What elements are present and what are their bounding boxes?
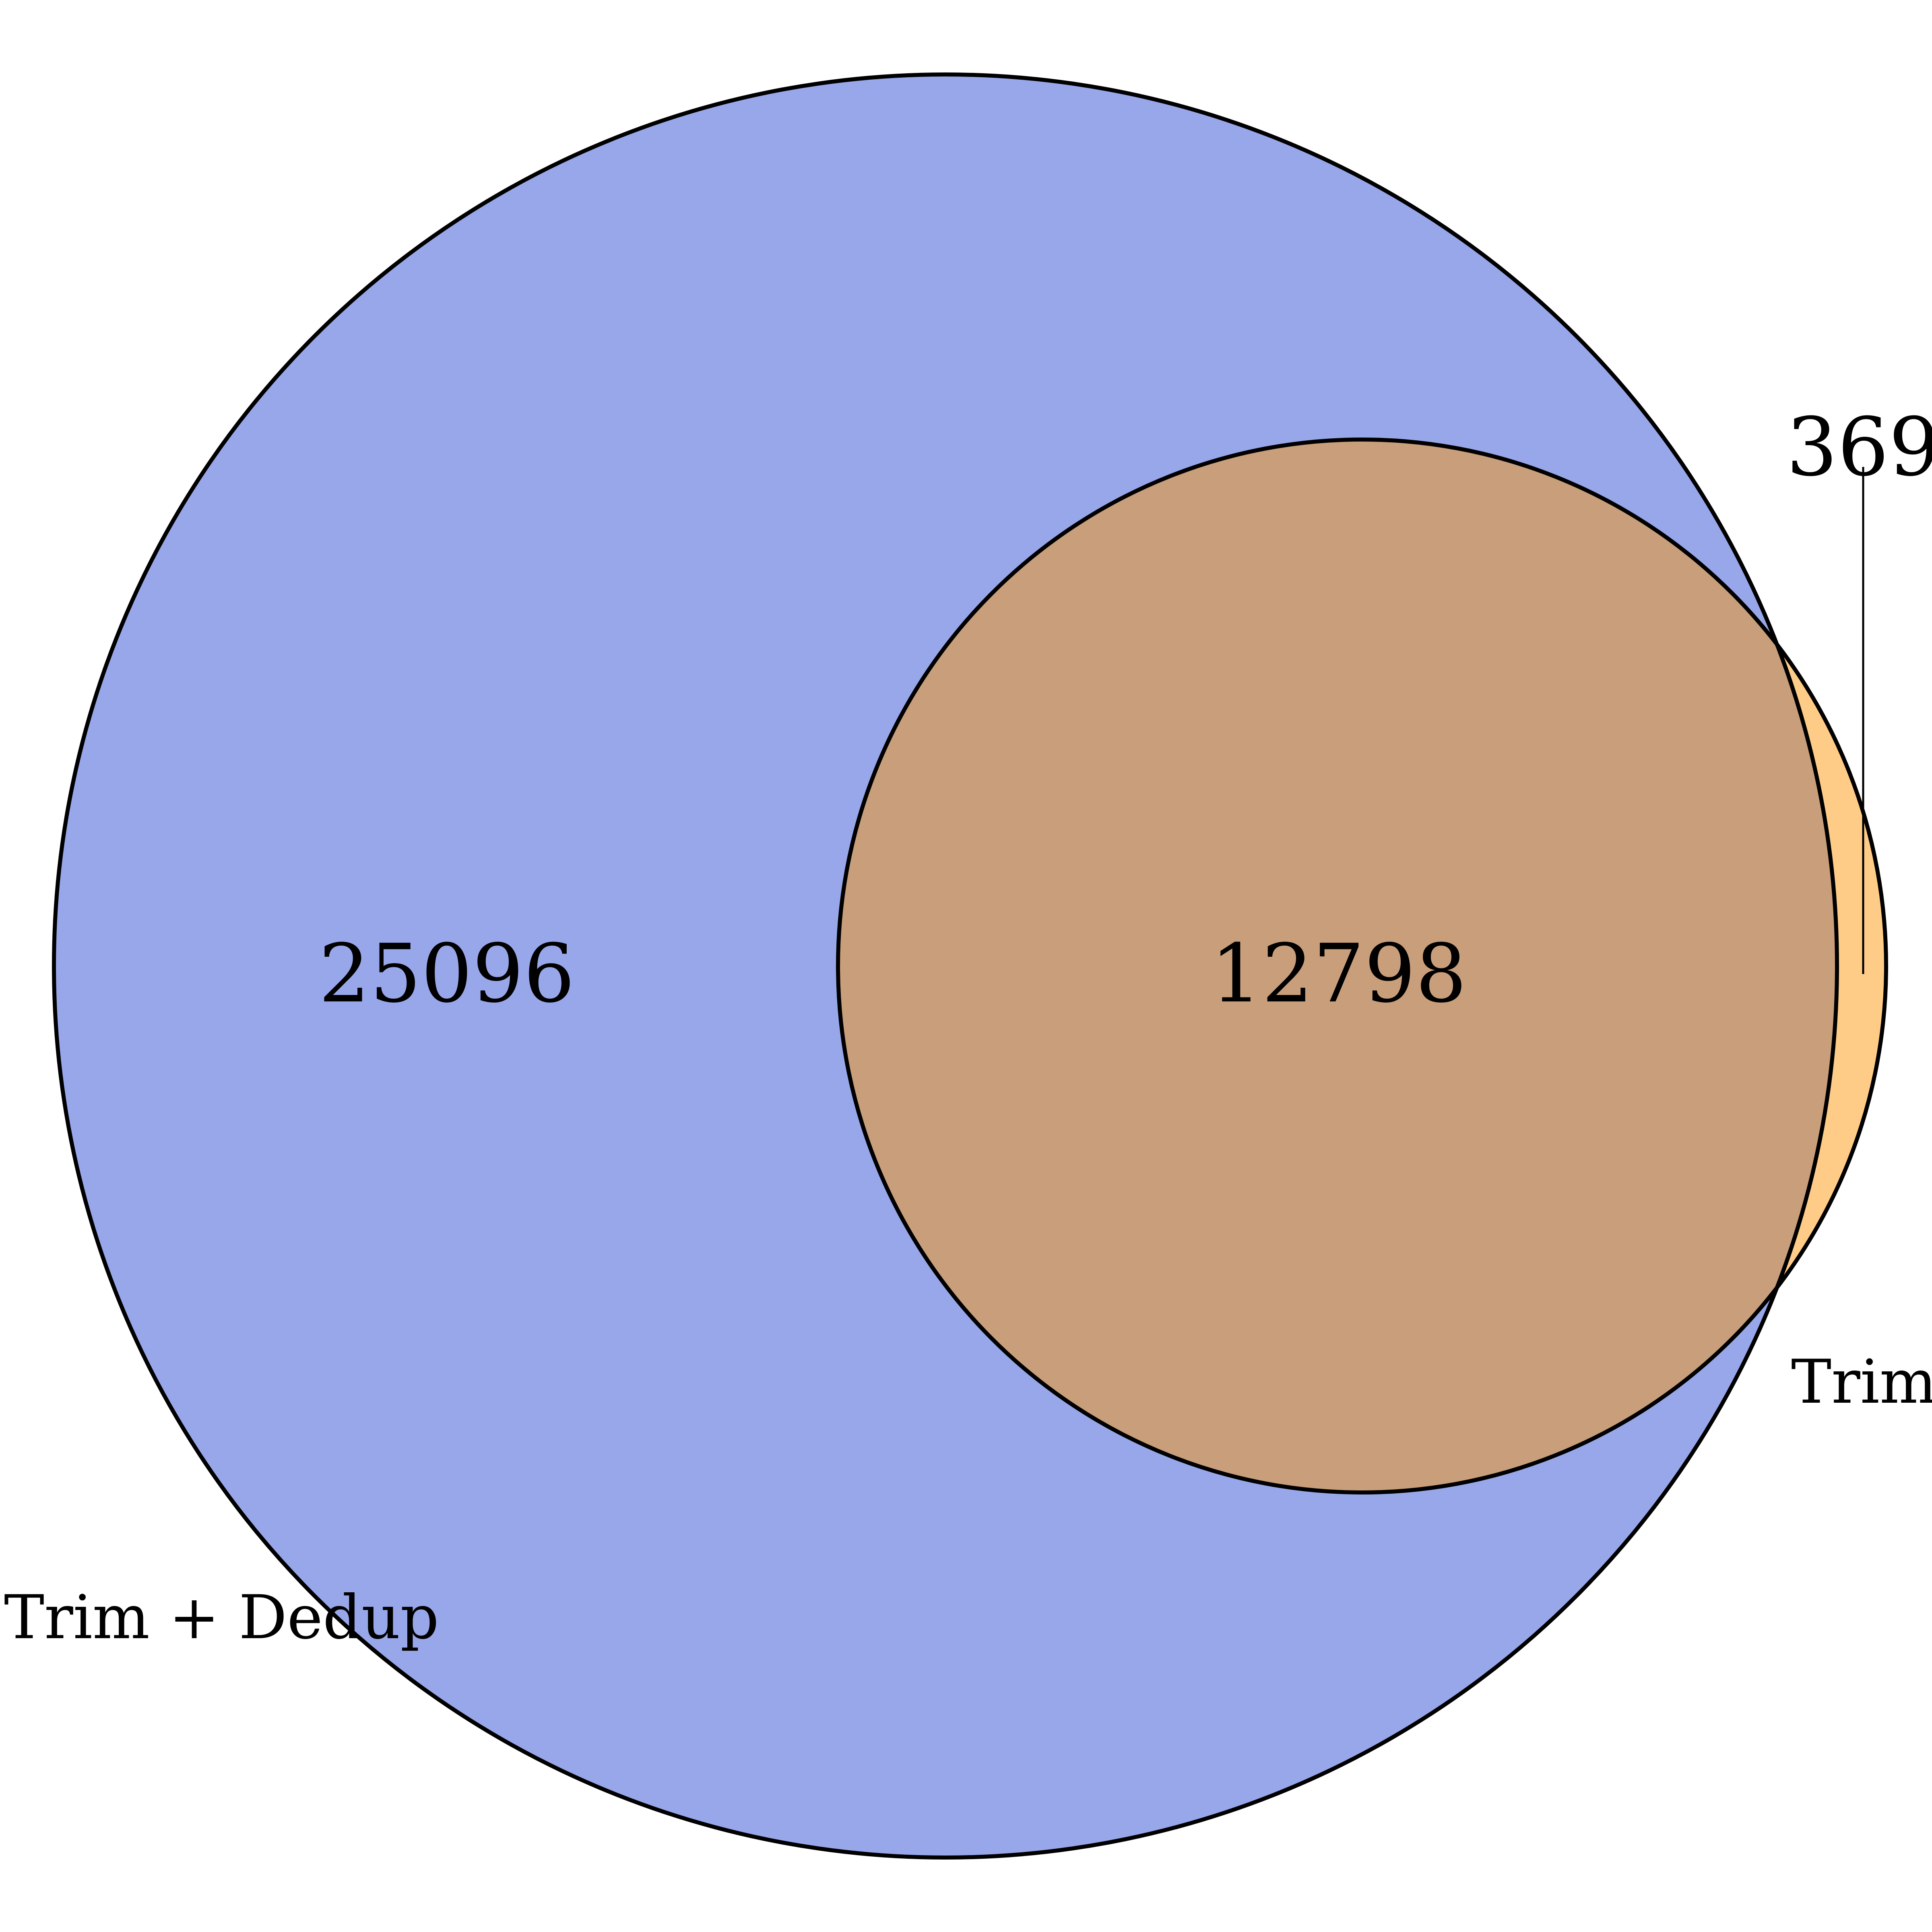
overlap-fill	[838, 440, 1837, 1492]
count-both: 12798	[1211, 927, 1467, 1021]
set-label-trim: Trim	[1791, 1347, 1932, 1417]
set-trim-outline	[836, 438, 1888, 1494]
set-trim-dedup-outline	[52, 72, 1839, 1860]
count-only-trim-dedup: 25096	[319, 927, 575, 1021]
set-label-trim-dedup: Trim + Dedup	[4, 1583, 439, 1653]
count-only-trim: 369	[1786, 400, 1932, 494]
